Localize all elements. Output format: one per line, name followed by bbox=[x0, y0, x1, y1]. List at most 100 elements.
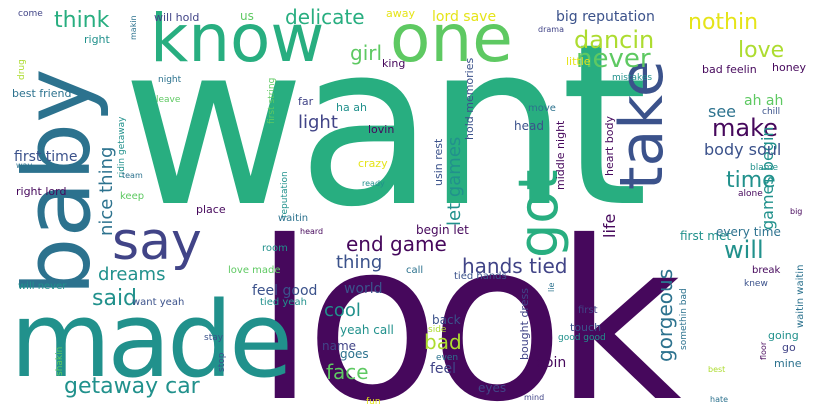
word: honey bbox=[772, 61, 806, 74]
word: gorgeous bbox=[653, 268, 677, 362]
word: us bbox=[240, 9, 254, 23]
word: nice thing bbox=[96, 146, 117, 236]
word: head bbox=[514, 119, 544, 133]
word: hold memories bbox=[463, 57, 476, 140]
word: team bbox=[122, 171, 143, 180]
word: move bbox=[528, 103, 556, 114]
word: call bbox=[406, 265, 424, 276]
word: ha ah bbox=[336, 101, 367, 114]
word: make bbox=[712, 114, 778, 142]
word: feel bbox=[430, 361, 457, 377]
word: bad bbox=[424, 330, 462, 354]
word: side bbox=[428, 325, 447, 335]
word: mine bbox=[774, 357, 802, 370]
word: end game bbox=[346, 232, 447, 256]
word: touch bbox=[570, 321, 602, 334]
word: king bbox=[382, 57, 406, 70]
word: getaway car bbox=[64, 374, 200, 399]
word: love made bbox=[228, 265, 281, 276]
word: far bbox=[298, 95, 314, 108]
word: keep bbox=[120, 191, 145, 202]
word: mistakes bbox=[612, 73, 653, 83]
word: begin let bbox=[416, 223, 469, 237]
word: big reputation bbox=[556, 9, 655, 25]
word: drug bbox=[17, 59, 27, 80]
word: hate bbox=[710, 395, 729, 404]
word: dancin bbox=[574, 26, 655, 54]
word: come bbox=[18, 9, 43, 19]
word: heart body bbox=[603, 115, 616, 176]
word: best bbox=[708, 365, 726, 374]
word: goes bbox=[340, 347, 369, 361]
word: way bbox=[16, 161, 33, 170]
word: ah ah bbox=[744, 93, 784, 109]
word: waitin bbox=[278, 213, 309, 224]
word: tied hands bbox=[454, 271, 507, 282]
word: thing bbox=[336, 252, 383, 273]
word: bought dress bbox=[518, 288, 531, 360]
word: even bbox=[436, 353, 459, 363]
word: look bbox=[254, 194, 682, 419]
word: away bbox=[386, 7, 415, 20]
word: shakin bbox=[55, 346, 65, 376]
word: first time bbox=[14, 149, 78, 165]
word: place bbox=[196, 203, 226, 216]
word: go bbox=[782, 341, 796, 354]
word: never bbox=[576, 44, 651, 74]
word: eyes bbox=[478, 381, 507, 395]
word: cool bbox=[324, 300, 361, 321]
word: hands tied bbox=[462, 254, 568, 278]
word: first bbox=[578, 305, 598, 316]
word: life bbox=[600, 213, 619, 238]
word: room bbox=[262, 243, 288, 254]
word: light bbox=[298, 112, 338, 133]
word: see bbox=[708, 102, 737, 121]
word: good good bbox=[558, 333, 606, 343]
word: feel good bbox=[252, 283, 318, 299]
word: world bbox=[344, 281, 383, 297]
word: first string bbox=[267, 77, 277, 124]
word: love bbox=[738, 38, 785, 63]
word: name bbox=[322, 339, 357, 353]
word: right bbox=[84, 33, 110, 46]
word: mind bbox=[524, 393, 545, 402]
word: little bbox=[566, 55, 591, 68]
word: leave bbox=[156, 95, 181, 105]
word: every time bbox=[716, 225, 781, 239]
word: best friend bbox=[12, 87, 72, 100]
word: say bbox=[112, 212, 202, 272]
word: knew bbox=[744, 279, 768, 289]
word: lord save bbox=[432, 9, 497, 25]
word: delicate bbox=[285, 5, 365, 29]
word: alone bbox=[738, 189, 763, 199]
word: will never bbox=[18, 281, 67, 292]
word: will hold bbox=[154, 11, 200, 24]
word: stay bbox=[204, 333, 224, 343]
word: first met bbox=[680, 229, 732, 243]
word: will bbox=[724, 236, 764, 264]
word: girl bbox=[350, 41, 383, 65]
word: break bbox=[752, 265, 781, 276]
word: waitin waitin bbox=[795, 264, 806, 328]
word: big bbox=[790, 207, 803, 216]
word: back bbox=[432, 313, 461, 327]
word: bad feelin bbox=[702, 63, 757, 76]
word: want bbox=[122, 0, 648, 256]
word: yeah call bbox=[340, 323, 394, 337]
word: think bbox=[54, 8, 110, 33]
word: middle night bbox=[554, 120, 567, 190]
word: dreams bbox=[98, 264, 166, 285]
word: going bbox=[768, 329, 799, 342]
word: blame bbox=[750, 163, 779, 173]
word: makin bbox=[129, 15, 138, 40]
word: face bbox=[326, 360, 369, 384]
word: fun bbox=[366, 397, 381, 407]
word: nothin bbox=[688, 10, 759, 35]
word: floor bbox=[759, 341, 768, 360]
word: right lord bbox=[16, 185, 67, 198]
word: somethin bad bbox=[679, 288, 689, 350]
word: lovin bbox=[368, 123, 395, 136]
word: heard bbox=[300, 227, 324, 236]
word: tied yeah bbox=[260, 297, 307, 308]
